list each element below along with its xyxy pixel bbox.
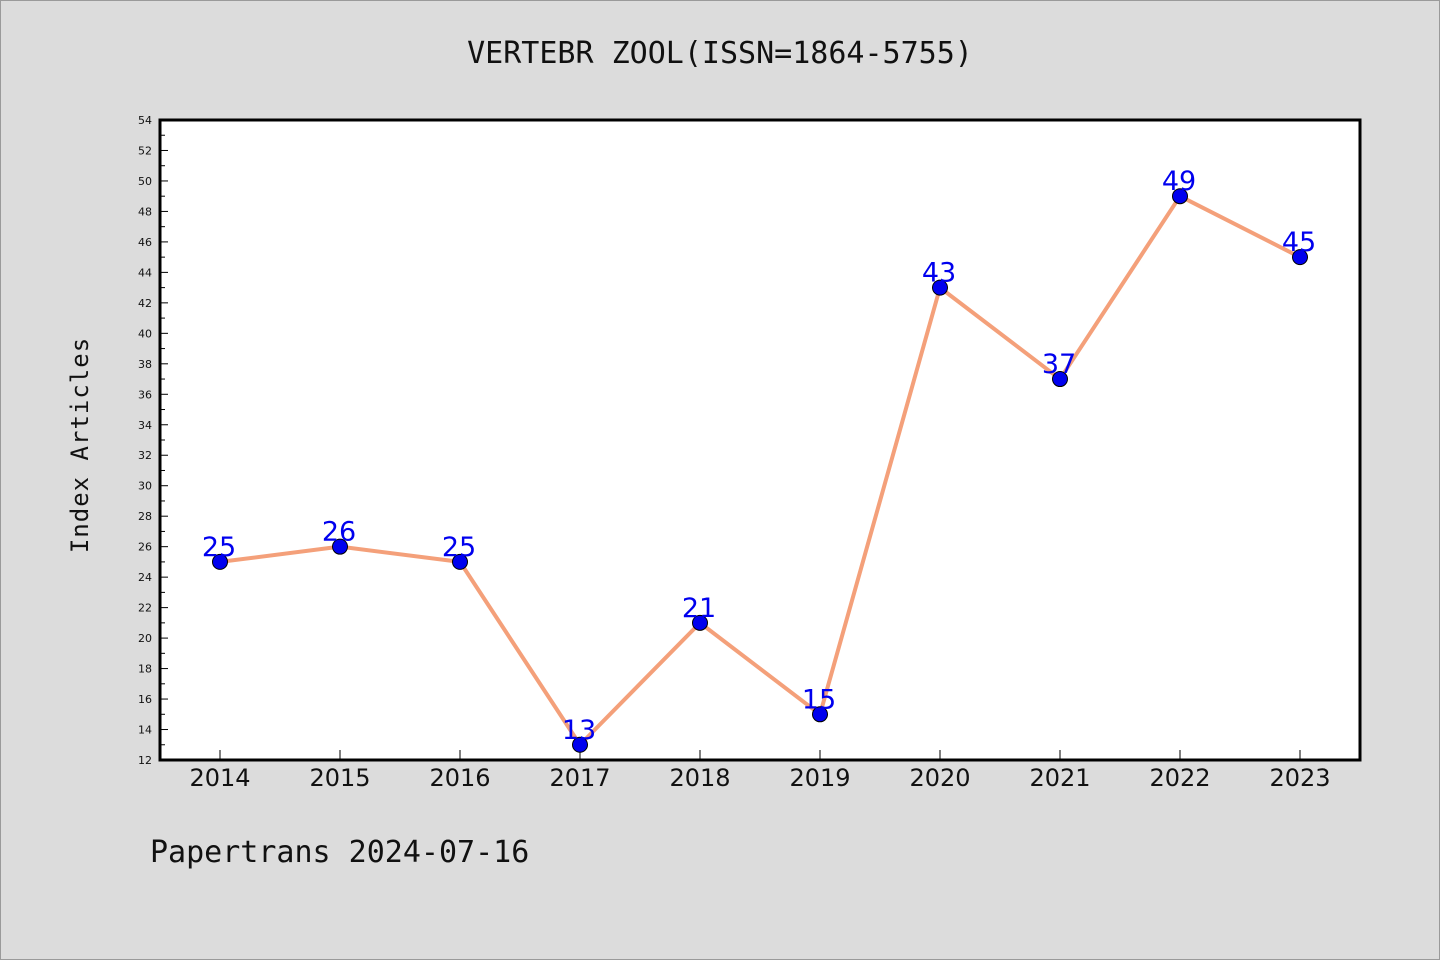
data-point [692,614,708,631]
series-layer: 25 26 25 13 21 15 43 37 49 45 [202,166,1316,753]
y-tick-label: 18 [138,663,152,676]
y-tick-label: 42 [138,297,152,310]
x-tick-label: 2022 [1149,764,1210,792]
y-tick-label: 24 [138,571,152,584]
data-label: 15 [802,684,836,715]
y-tick-label: 22 [138,602,152,615]
data-point [212,553,228,570]
data-label: 49 [1162,166,1196,197]
x-tick-label: 2018 [669,764,730,792]
data-point [1292,249,1308,266]
y-tick-label: 50 [138,175,152,188]
data-label: 25 [202,532,236,563]
data-point [572,736,588,753]
plot-border [158,118,1362,762]
y-tick-label: 44 [138,266,152,279]
plot-area [160,120,1360,760]
y-tick-label: 26 [138,541,152,554]
x-axis-ticks: 2014 2015 2016 2017 2018 2019 2020 2021 2022 2023 [189,750,1331,792]
data-point [1172,188,1188,205]
x-tick-label: 2019 [789,764,850,792]
y-tick-label: 32 [138,449,152,462]
y-tick-label: 48 [138,205,152,218]
y-tick-label: 12 [138,754,152,767]
x-tick-label: 2015 [309,764,370,792]
data-point [932,279,948,296]
chart-title: VERTEBR ZOOL(ISSN=1864-5755) [467,36,973,71]
x-tick-label: 2021 [1029,764,1090,792]
data-label: 37 [1042,349,1076,380]
y-tick-label: 34 [138,419,152,432]
data-label: 21 [682,593,716,624]
data-label: 13 [562,715,596,746]
y-tick-label: 54 [138,114,152,127]
x-tick-label: 2023 [1269,764,1330,792]
data-label: 26 [322,517,356,548]
data-point [812,706,828,723]
data-point [452,553,468,570]
footer-credit: Papertrans 2024-07-16 [150,835,530,870]
x-tick-label: 2016 [429,764,490,792]
y-tick-label: 36 [138,388,152,401]
y-tick-label: 52 [138,144,152,157]
y-tick-label: 14 [138,724,152,737]
y-tick-label: 40 [138,327,152,340]
data-point [1052,371,1068,388]
y-tick-label: 30 [138,480,152,493]
x-tick-label: 2020 [909,764,970,792]
y-tick-label: 28 [138,510,152,523]
series-line [219,194,1301,747]
y-tick-label: 16 [138,693,152,706]
data-label: 45 [1282,227,1316,258]
data-point [332,538,348,555]
data-label: 25 [442,532,476,563]
y-tick-label: 38 [138,358,152,371]
x-tick-label: 2014 [189,764,250,792]
y-tick-label: 46 [138,236,152,249]
x-tick-label: 2017 [549,764,610,792]
data-label: 43 [922,258,956,289]
y-tick-label: 20 [138,632,152,645]
